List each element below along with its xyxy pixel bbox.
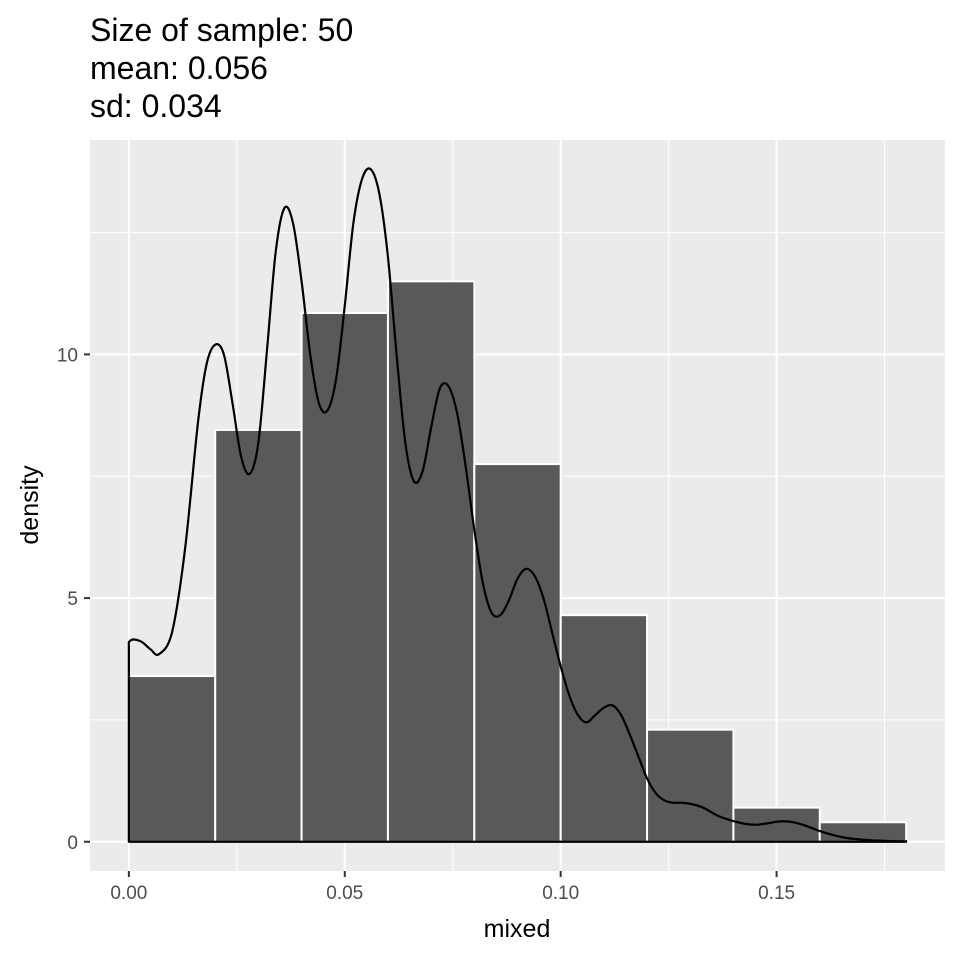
histogram-bars bbox=[127, 280, 908, 843]
x-tick-label-1: 0.05 bbox=[326, 883, 363, 904]
y-axis: 0 5 10 bbox=[57, 345, 90, 854]
histogram-bar-0 bbox=[127, 675, 217, 843]
x-axis: 0.00 0.05 0.10 0.15 bbox=[110, 871, 795, 904]
y-tick-label-0: 0 bbox=[67, 833, 78, 854]
histogram-bar-2 bbox=[300, 312, 389, 843]
density-curve bbox=[127, 167, 908, 843]
chart-title-line-2: mean: 0.056 bbox=[90, 50, 268, 86]
y-axis-title: density bbox=[16, 465, 44, 545]
x-tick-label-3: 0.15 bbox=[758, 883, 795, 904]
histogram-bar-5 bbox=[559, 614, 649, 843]
histogram-bar-1 bbox=[214, 428, 303, 843]
y-tick-label-2: 10 bbox=[57, 345, 78, 366]
chart-title-line-3: sd: 0.034 bbox=[90, 88, 222, 124]
x-axis-title: mixed bbox=[484, 915, 551, 943]
y-tick-label-1: 5 bbox=[67, 589, 78, 610]
chart-title-line-1: Size of sample: 50 bbox=[90, 12, 353, 48]
histogram-bar-3 bbox=[386, 280, 476, 843]
x-tick-label-2: 0.10 bbox=[542, 883, 579, 904]
density-curve-layer bbox=[127, 167, 908, 843]
x-tick-label-0: 0.00 bbox=[110, 883, 147, 904]
histogram-bar-4 bbox=[473, 463, 562, 843]
histogram-bar-6 bbox=[646, 728, 735, 843]
